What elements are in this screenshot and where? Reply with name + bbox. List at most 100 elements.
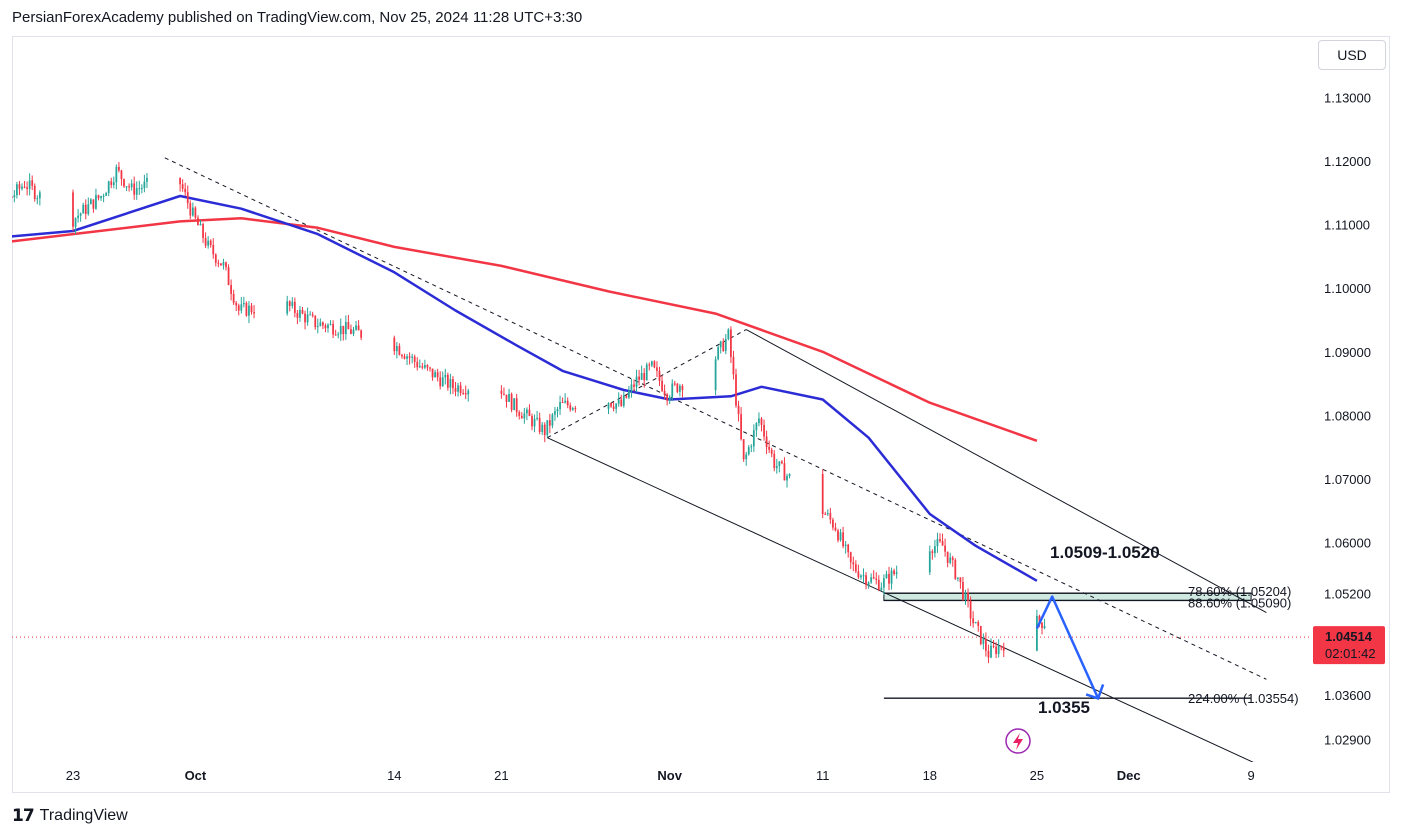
candle-body (115, 166, 118, 183)
candle-body (842, 532, 844, 547)
footer-brand[interactable]: 𝟭𝟳 TradingView (12, 806, 128, 826)
x-tick-label: Nov (657, 768, 682, 783)
candle-body (135, 188, 138, 195)
candle-body (16, 184, 18, 196)
candle (877, 575, 880, 592)
candle-body (872, 577, 875, 579)
candle-body (291, 301, 294, 306)
candle-body (339, 325, 342, 335)
candle-body (722, 341, 725, 351)
x-tick-label: 21 (494, 768, 508, 783)
candle-body (951, 557, 954, 560)
x-tick-label: 14 (387, 768, 401, 783)
candle (979, 625, 982, 646)
candle (426, 364, 429, 371)
y-tick-label: 1.07000 (1324, 472, 1371, 487)
candle (928, 545, 931, 576)
candle-body (444, 374, 447, 378)
candle-body (1043, 626, 1046, 629)
candle (528, 404, 531, 417)
candle-body (457, 385, 459, 392)
candle (202, 222, 204, 243)
candle-body (928, 551, 931, 573)
candle (673, 380, 676, 387)
candle-body (100, 196, 102, 199)
candle-body (403, 356, 406, 359)
candle-body (638, 376, 640, 380)
candle (324, 323, 327, 333)
candle (727, 328, 730, 341)
candle-body (23, 186, 26, 188)
candle (222, 258, 225, 270)
candle-body (735, 374, 737, 406)
candle-body (406, 356, 408, 359)
candle-body (834, 527, 837, 531)
candle-body (225, 262, 227, 268)
candle (781, 460, 783, 465)
candle-body (959, 577, 962, 582)
candle-body (230, 285, 232, 294)
candle-body (985, 639, 987, 651)
candle (12, 196, 13, 198)
candle (184, 182, 187, 196)
candle (462, 389, 465, 395)
candle (763, 419, 765, 441)
candle-body (852, 562, 855, 565)
candle (250, 302, 253, 315)
candle (990, 638, 992, 659)
candle (546, 420, 549, 438)
candle-body (13, 195, 16, 198)
candle-body (314, 315, 317, 328)
candle (832, 517, 834, 531)
tradingview-logo-icon: 𝟭𝟳 (12, 806, 35, 825)
candle-body (186, 192, 189, 204)
candle-body (778, 461, 781, 467)
candle-body (253, 312, 255, 314)
candle-body (788, 474, 791, 476)
candle (212, 238, 215, 259)
candle-body (322, 322, 324, 326)
candle (829, 507, 832, 524)
candle-body (969, 601, 972, 619)
candle-body (860, 575, 862, 578)
candle (786, 473, 788, 488)
candle-body (240, 304, 243, 311)
candle (120, 169, 123, 186)
candle-body (661, 380, 663, 391)
candle-body (319, 322, 322, 327)
candle-body (411, 356, 414, 358)
candle (360, 329, 363, 341)
candle (745, 451, 748, 466)
candle (625, 394, 628, 399)
candle (293, 297, 296, 318)
candle (740, 407, 742, 441)
candle (559, 395, 561, 415)
candle (648, 362, 651, 371)
candle (8, 196, 10, 202)
candle (768, 440, 771, 453)
candle-body (441, 377, 444, 387)
candle-body (237, 305, 240, 311)
candle (306, 307, 309, 326)
candle-body (199, 223, 202, 226)
candle-body (714, 359, 717, 391)
currency-button[interactable]: USD (1318, 40, 1386, 70)
candle-body (979, 626, 982, 645)
candle (316, 318, 319, 334)
candle (566, 397, 569, 409)
candle-body (395, 346, 398, 352)
candle-body (548, 420, 551, 426)
candle (416, 357, 419, 371)
candle-body (724, 338, 727, 351)
candle (301, 307, 304, 315)
candle (319, 318, 322, 327)
candle (446, 372, 449, 391)
candle-body (956, 577, 959, 579)
flash-event-icon (1005, 728, 1031, 754)
candle (36, 195, 39, 205)
candle-body (967, 592, 969, 602)
candle-body (232, 293, 235, 303)
candle-body (666, 394, 669, 401)
candle (102, 193, 105, 203)
